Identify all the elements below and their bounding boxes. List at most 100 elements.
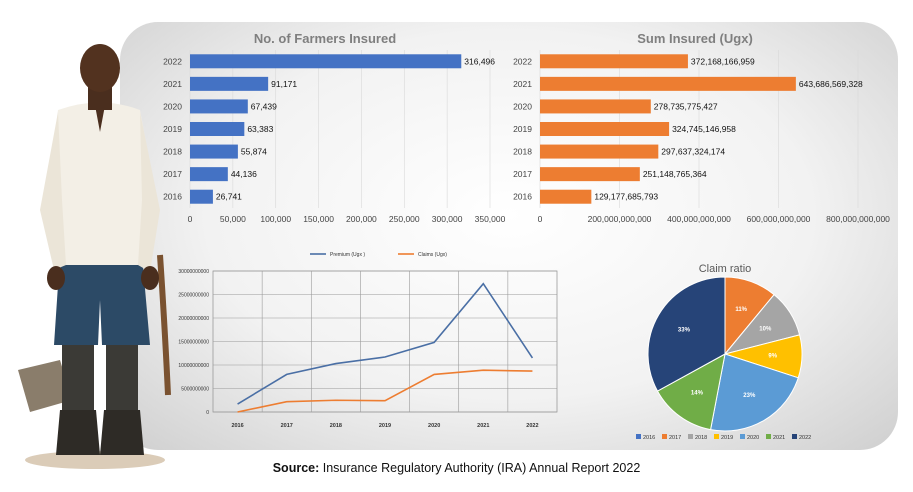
legend-label: 2020 [747,435,759,441]
x-tick-label: 100,000 [260,214,291,224]
legend-label: 2022 [799,435,811,441]
y-tick-label: 2021 [513,79,532,89]
bar [190,99,248,114]
data-label: 251,148,765,364 [643,169,707,179]
bar [190,122,245,136]
data-label: 10% [759,326,772,332]
bar [190,76,269,91]
x-tick-label: 0 [188,214,193,224]
data-label: 372,168,166,959 [691,56,755,66]
x-tick-label: 400,000,000,000 [667,214,731,224]
x-tick-label: 0 [538,214,543,224]
claim-ratio-pie-chart: Claim ratio 0%11%10%9%23%14%33%201620172… [636,263,811,441]
legend-swatch [636,434,641,439]
data-label: 14% [691,391,704,397]
legend-label: 2016 [643,435,655,441]
x-tick-label: 250,000 [389,214,420,224]
x-tick-label: 2020 [428,423,440,429]
y-tick-label: 10000000000 [178,363,209,369]
legend-swatch [766,434,771,439]
legend-swatch [662,434,667,439]
legend-label: 2017 [669,435,681,441]
y-tick-label: 2016 [513,192,532,202]
y-tick-label: 2019 [513,124,532,134]
y-tick-label: 2016 [163,192,182,202]
legend-label: 2021 [773,435,785,441]
y-tick-label: 2018 [513,147,532,157]
x-tick-label: 200,000 [346,214,377,224]
y-tick-label: 2021 [163,79,182,89]
x-tick-label: 2021 [477,423,489,429]
data-label: 44,136 [231,169,257,179]
y-tick-label: 5000000000 [181,387,209,393]
legend-label: 2018 [695,435,707,441]
pie-slice [709,353,799,432]
bar [190,144,238,159]
legend-label: Premium (Ugx ) [330,252,365,258]
data-label: 26,741 [216,192,242,202]
y-tick-label: 15000000000 [178,340,209,346]
legend-swatch [740,434,745,439]
y-tick-label: 2022 [163,56,182,66]
data-label: 129,177,685,793 [594,192,658,202]
x-tick-label: 150,000 [303,214,334,224]
x-tick-label: 200,000,000,000 [588,214,652,224]
bar [540,99,651,114]
y-tick-label: 2019 [163,124,182,134]
data-label: 55,874 [241,147,267,157]
x-tick-label: 2019 [379,423,391,429]
farmer-with-hoes-photo [18,44,171,469]
pie-slice [647,276,726,392]
premium-claims-line-chart: 0 5000000000 10000000000 15000000000 2000000… [178,252,558,429]
data-label: 643,686,569,328 [799,79,863,89]
series-line [237,282,534,405]
chart-title: No. of Farmers Insured [254,31,396,46]
x-tick-label: 600,000,000,000 [747,214,811,224]
bar [540,76,796,91]
x-tick-label: 50,000 [220,214,246,224]
y-tick-label: 2018 [163,147,182,157]
y-tick-label: 2020 [513,101,532,111]
data-label: 11% [735,307,747,313]
x-tick-label: 2022 [526,423,538,429]
series-line [237,369,533,413]
x-tick-label: 2018 [330,423,342,429]
data-label: 9% [768,353,777,359]
farmers-insured-bar-chart: No. of Farmers Insured 0 50,000 100,000 150… [163,31,506,224]
data-label: 67,439 [251,101,277,111]
x-tick-label: 800,000,000,000 [826,214,890,224]
legend-swatch [792,434,797,439]
chart-title: Claim ratio [699,263,752,275]
data-label: 63,383 [247,124,273,134]
legend-swatch [688,434,693,439]
sum-insured-bar-chart: Sum Insured (Ugx) 0 200,000,000,000 400,00… [513,31,890,224]
x-tick-label: 350,000 [475,214,506,224]
x-tick-label: 2016 [231,423,243,429]
pie-slice [656,353,726,431]
data-label: 278,735,775,427 [654,101,718,111]
bar [540,167,640,182]
data-label: 23% [743,393,756,399]
bar [190,189,213,204]
legend-swatch [714,434,719,439]
bar [190,167,228,182]
source-text: Insurance Regulatory Authority (IRA) Ann… [319,461,641,475]
bar [540,189,592,204]
data-label: 316,496 [464,56,495,66]
y-tick-label: 2017 [163,169,182,179]
y-tick-label: 30000000000 [178,269,209,275]
legend-label: Claims (Ugx) [418,252,447,258]
source-label: Source: [272,461,320,475]
chart-title: Sum Insured (Ugx) [637,31,753,46]
y-tick-label: 0 [206,410,209,416]
x-tick-label: 300,000 [432,214,463,224]
source-note: Source: Insurance Regulatory Authority (… [0,461,913,475]
data-label: 324,745,146,958 [672,124,736,134]
bar [540,144,659,159]
x-tick-label: 2017 [281,423,293,429]
bar [190,54,462,69]
bar [540,122,670,136]
data-label: 297,637,324,174 [661,147,725,157]
legend-label: 2019 [721,435,733,441]
